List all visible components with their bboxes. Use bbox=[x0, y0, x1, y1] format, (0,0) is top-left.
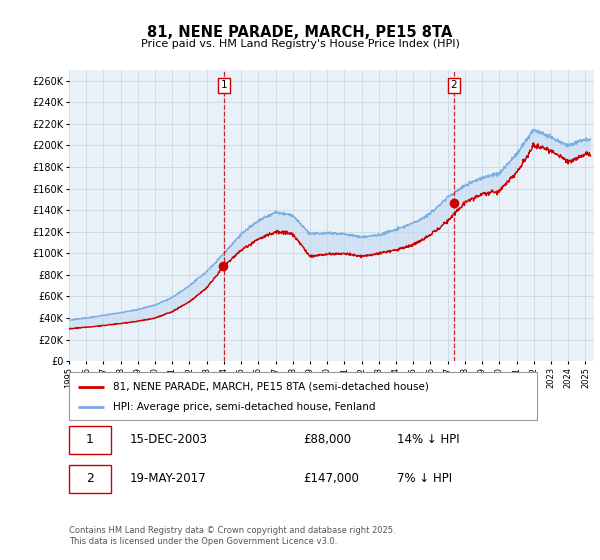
Text: 81, NENE PARADE, MARCH, PE15 8TA (semi-detached house): 81, NENE PARADE, MARCH, PE15 8TA (semi-d… bbox=[113, 382, 430, 391]
Text: 2: 2 bbox=[451, 80, 457, 90]
Text: 7% ↓ HPI: 7% ↓ HPI bbox=[397, 472, 452, 486]
FancyBboxPatch shape bbox=[69, 465, 111, 493]
Text: 1: 1 bbox=[221, 80, 227, 90]
FancyBboxPatch shape bbox=[69, 372, 537, 420]
Text: 15-DEC-2003: 15-DEC-2003 bbox=[130, 433, 208, 446]
Text: Price paid vs. HM Land Registry's House Price Index (HPI): Price paid vs. HM Land Registry's House … bbox=[140, 39, 460, 49]
Text: 1: 1 bbox=[86, 433, 94, 446]
Text: £88,000: £88,000 bbox=[303, 433, 351, 446]
Text: Contains HM Land Registry data © Crown copyright and database right 2025.
This d: Contains HM Land Registry data © Crown c… bbox=[69, 526, 395, 546]
Text: 19-MAY-2017: 19-MAY-2017 bbox=[130, 472, 206, 486]
Text: 2: 2 bbox=[86, 472, 94, 486]
FancyBboxPatch shape bbox=[69, 426, 111, 454]
Text: 14% ↓ HPI: 14% ↓ HPI bbox=[397, 433, 459, 446]
Text: HPI: Average price, semi-detached house, Fenland: HPI: Average price, semi-detached house,… bbox=[113, 402, 376, 412]
Text: £147,000: £147,000 bbox=[303, 472, 359, 486]
Text: 81, NENE PARADE, MARCH, PE15 8TA: 81, NENE PARADE, MARCH, PE15 8TA bbox=[148, 25, 452, 40]
